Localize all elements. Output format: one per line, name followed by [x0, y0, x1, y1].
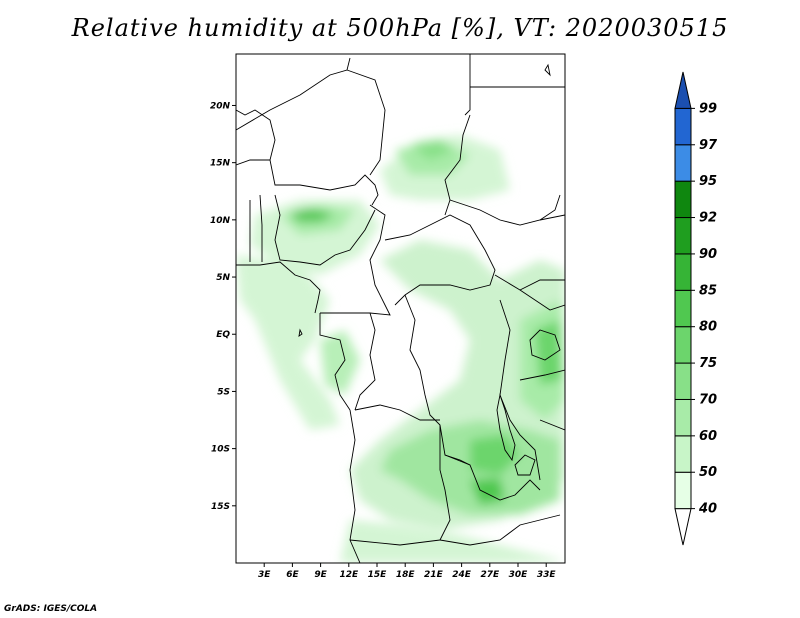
colorbar-label: 95: [699, 174, 717, 189]
colorbar-segment: [674, 289, 692, 328]
lon-tick-label: 9E: [314, 570, 327, 580]
colorbar-label: 70: [699, 392, 717, 407]
lon-tick-label: 3E: [258, 570, 271, 580]
colorbar-lower-triangle: [674, 508, 692, 546]
map-frame: [235, 53, 566, 564]
map-title: Relative humidity at 500hPa [%], VT: 202…: [71, 14, 729, 42]
colorbar-label: 90: [699, 247, 717, 262]
lat-tick-label: 10N: [210, 216, 231, 226]
colorbar-label: 80: [699, 320, 717, 335]
lon-tick-label: 12E: [339, 570, 359, 580]
colorbar-upper-triangle: [674, 71, 692, 109]
humidity-field: [236, 54, 565, 563]
lon-tick-label: 15E: [368, 570, 388, 580]
colorbar-segment: [674, 362, 692, 400]
credit-text: GrADS: IGES/COLA: [4, 604, 98, 614]
lon-tick-label: 27E: [480, 570, 500, 580]
lon-tick-label: 18E: [396, 570, 416, 580]
colorbar-label: 85: [699, 283, 717, 298]
colorbar-segment: [674, 435, 692, 473]
lon-tick-label: 24E: [452, 570, 472, 580]
colorbar-segment: [674, 144, 692, 182]
lat-tick-label: 5S: [217, 387, 230, 397]
colorbar-segment: [674, 326, 692, 364]
colorbar-label: 40: [698, 502, 717, 517]
lat-tick-label: 20N: [210, 101, 231, 111]
axis-ticks: 20N 15N 10N 5N EQ 5S 10S 15S 3E 6E 9E 12E 15E 18E 21E 2…: [210, 101, 556, 580]
colorbar-segment: [674, 253, 692, 291]
colorbar-label: 99: [699, 101, 717, 116]
lat-tick-label: 15S: [211, 502, 230, 512]
lon-tick-label: 33E: [537, 570, 557, 580]
colorbar-segment: [674, 398, 692, 437]
lat-tick-label: 10S: [211, 445, 230, 455]
lon-tick-label: 21E: [424, 570, 444, 580]
lon-tick-label: 6E: [286, 570, 299, 580]
country-borders: [236, 54, 565, 563]
colorbar: 40 50 60 70 75 80 85 90 92 95 97 99: [674, 71, 718, 546]
lat-tick-label: EQ: [216, 330, 230, 340]
colorbar-segment: [674, 107, 692, 146]
colorbar-segment: [674, 180, 692, 219]
lat-tick-label: 5N: [216, 273, 230, 283]
colorbar-label: 60: [699, 429, 717, 444]
colorbar-label: 75: [699, 356, 717, 371]
colorbar-segment: [674, 217, 692, 255]
colorbar-label: 97: [699, 138, 718, 153]
lon-tick-label: 30E: [509, 570, 529, 580]
lat-tick-label: 15N: [210, 159, 231, 169]
colorbar-label: 92: [699, 211, 717, 226]
colorbar-segment: [674, 471, 692, 510]
colorbar-label: 50: [699, 465, 717, 480]
